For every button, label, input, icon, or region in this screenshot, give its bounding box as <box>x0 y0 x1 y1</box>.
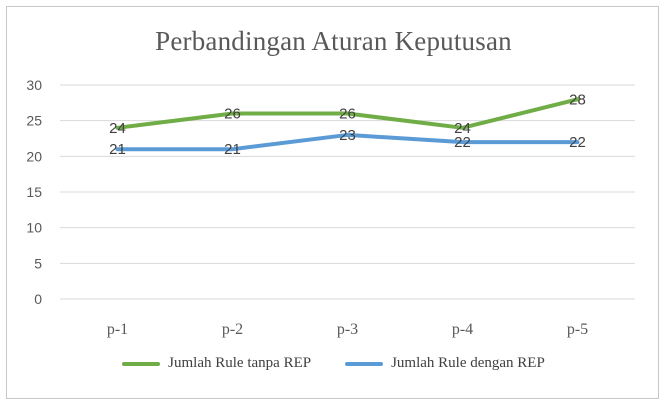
legend: Jumlah Rule tanpa REP Jumlah Rule dengan… <box>0 355 667 372</box>
data-label-series-1: 26 <box>339 106 356 123</box>
legend-swatch-series-2 <box>345 361 384 366</box>
y-tick-label: 30 <box>26 77 42 93</box>
x-tick-label: p-5 <box>567 321 588 338</box>
y-tick-label: 15 <box>26 184 42 200</box>
x-tick-label: p-1 <box>107 321 128 338</box>
data-label-series-1: 24 <box>109 120 126 137</box>
data-label-series-2: 21 <box>224 141 241 158</box>
data-label-series-2: 22 <box>454 134 471 151</box>
x-tick-label: p-3 <box>337 321 358 338</box>
legend-label-series-2: Jumlah Rule dengan REP <box>391 355 545 371</box>
x-tick-label: p-2 <box>222 321 243 338</box>
series-line-2 <box>115 132 580 152</box>
data-label-series-1: 28 <box>569 91 586 108</box>
data-label-series-2: 23 <box>339 127 356 144</box>
legend-label-series-1: Jumlah Rule tanpa REP <box>168 355 312 371</box>
x-tick-label: p-4 <box>452 321 473 338</box>
data-label-series-1: 26 <box>224 106 241 123</box>
chart-frame <box>6 6 659 399</box>
chart-title: Perbandingan Aturan Keputusan <box>155 26 512 56</box>
legend-swatch-series-1 <box>122 361 161 366</box>
y-tick-label: 10 <box>26 220 42 236</box>
series-line-1 <box>115 97 580 130</box>
y-tick-label: 0 <box>34 291 42 307</box>
data-label-series-1: 24 <box>454 120 471 137</box>
data-label-series-2: 21 <box>109 141 126 158</box>
y-tick-label: 5 <box>34 255 42 271</box>
y-tick-label: 20 <box>26 148 42 164</box>
legend-item-series-2: Jumlah Rule dengan REP <box>345 355 545 372</box>
legend-item-series-1: Jumlah Rule tanpa REP <box>122 355 311 372</box>
y-tick-label: 25 <box>26 113 42 129</box>
data-label-series-2: 22 <box>569 134 586 151</box>
